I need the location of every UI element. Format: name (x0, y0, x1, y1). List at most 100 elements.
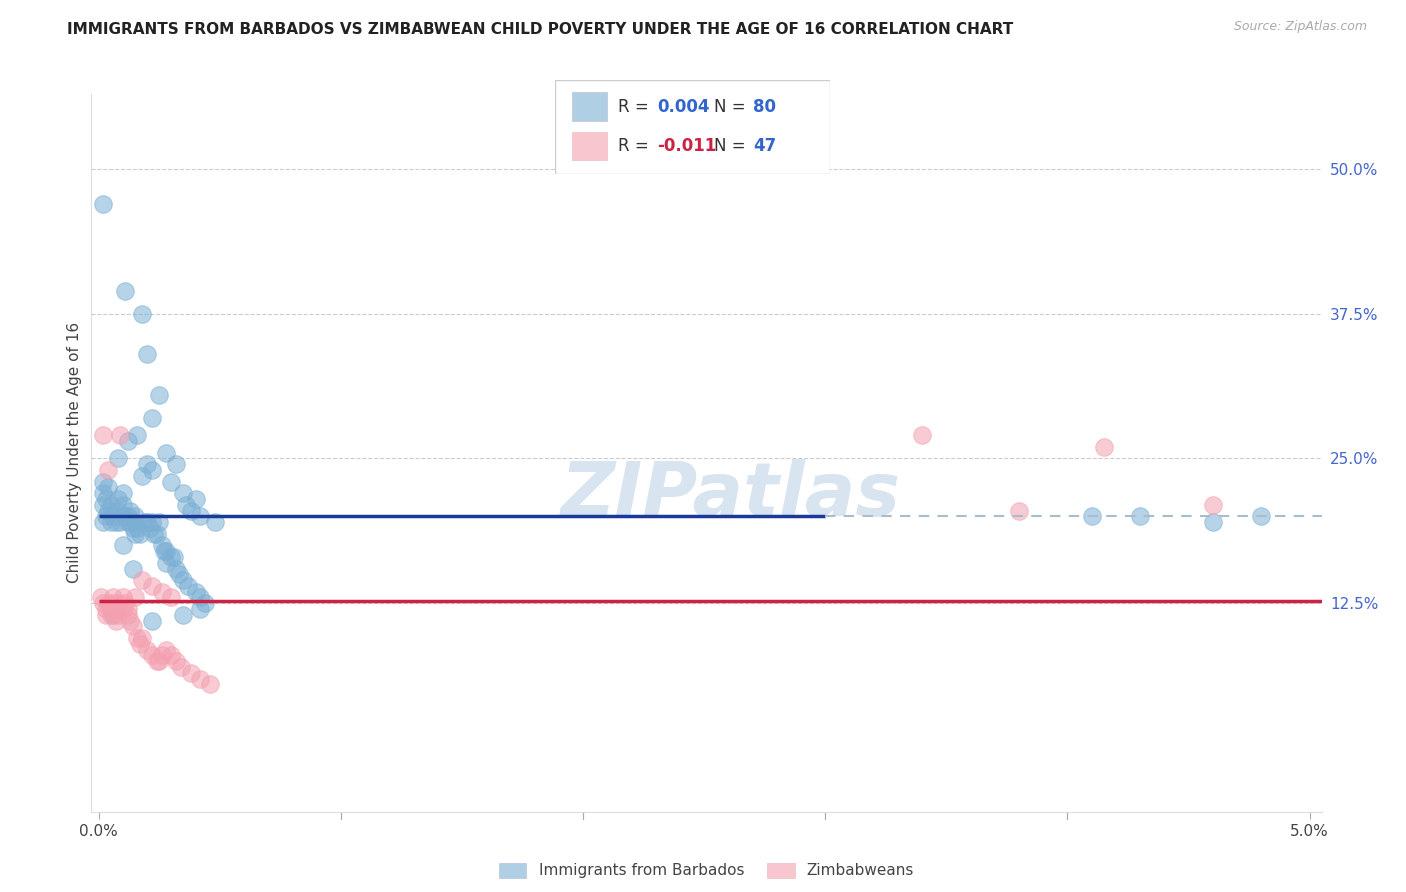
Legend: Immigrants from Barbados, Zimbabweans: Immigrants from Barbados, Zimbabweans (495, 858, 918, 883)
Point (172, 573, 194, 587)
Point (180, 665, 202, 680)
Point (131, 468, 153, 483)
Point (136, 347, 159, 361)
Point (100, 498, 122, 512)
Text: Source: ZipAtlas.com: Source: ZipAtlas.com (1233, 20, 1367, 33)
Point (107, 491, 129, 506)
Point (104, 515, 127, 529)
Point (117, 602, 139, 616)
Point (190, 602, 212, 616)
Text: R =: R = (619, 136, 654, 155)
Bar (572, 132, 607, 160)
Point (97, 480, 120, 494)
Point (148, 388, 170, 402)
Point (103, 509, 125, 524)
Point (165, 561, 187, 575)
Point (94, 607, 117, 622)
Point (184, 584, 207, 599)
Point (117, 509, 139, 524)
Text: R =: R = (619, 97, 654, 115)
Point (100, 607, 122, 622)
Point (93, 498, 115, 512)
Point (190, 591, 212, 605)
Point (111, 486, 134, 500)
Point (155, 642, 177, 657)
Point (121, 561, 143, 575)
Text: 47: 47 (752, 136, 776, 155)
Point (117, 434, 139, 449)
Point (155, 445, 177, 460)
Point (111, 538, 134, 552)
Point (131, 307, 153, 321)
Point (110, 428, 132, 442)
Point (97, 503, 120, 517)
Point (153, 544, 176, 558)
Point (165, 654, 187, 668)
Point (131, 631, 153, 645)
Point (93, 428, 115, 442)
Point (103, 607, 125, 622)
Point (93, 486, 115, 500)
Point (150, 584, 173, 599)
Point (93, 196, 115, 211)
Point (124, 515, 146, 529)
Point (107, 596, 129, 610)
Point (117, 607, 139, 622)
Text: 80: 80 (752, 97, 776, 115)
Point (124, 509, 146, 524)
Point (148, 654, 170, 668)
Point (94, 491, 117, 506)
Point (180, 503, 202, 517)
Point (1092, 440, 1115, 454)
Point (120, 503, 142, 517)
Text: IMMIGRANTS FROM BARBADOS VS ZIMBABWEAN CHILD POVERTY UNDER THE AGE OF 16 CORRELA: IMMIGRANTS FROM BARBADOS VS ZIMBABWEAN C… (67, 22, 1014, 37)
Point (1250, 509, 1272, 524)
Point (141, 515, 163, 529)
Point (97, 463, 120, 477)
Point (146, 654, 169, 668)
Text: N =: N = (714, 136, 751, 155)
Point (121, 521, 143, 535)
Point (111, 591, 134, 605)
Point (160, 549, 183, 564)
Point (141, 579, 163, 593)
Point (184, 491, 207, 506)
Point (104, 614, 127, 628)
Point (190, 509, 212, 524)
Point (136, 642, 159, 657)
FancyBboxPatch shape (555, 80, 830, 174)
Point (911, 428, 934, 442)
Point (104, 602, 127, 616)
Point (136, 515, 159, 529)
Point (94, 509, 117, 524)
Point (160, 591, 183, 605)
Point (131, 573, 153, 587)
Y-axis label: Child Poverty Under the Age of 16: Child Poverty Under the Age of 16 (67, 322, 82, 583)
Point (107, 503, 129, 517)
Point (148, 515, 170, 529)
Point (103, 591, 125, 605)
Point (110, 515, 132, 529)
Point (114, 509, 136, 524)
Point (177, 579, 200, 593)
Point (100, 515, 122, 529)
Point (90, 591, 112, 605)
Point (170, 660, 193, 674)
Point (103, 596, 125, 610)
Point (117, 515, 139, 529)
Text: N =: N = (714, 97, 751, 115)
Point (194, 596, 217, 610)
Point (127, 521, 149, 535)
Point (141, 648, 163, 663)
Point (97, 596, 120, 610)
Point (160, 475, 183, 489)
Point (155, 556, 177, 570)
Point (124, 526, 146, 541)
Point (111, 509, 134, 524)
Point (167, 567, 190, 582)
Point (1129, 509, 1152, 524)
Point (128, 637, 150, 651)
Point (107, 451, 129, 466)
Point (94, 602, 117, 616)
Point (100, 602, 122, 616)
